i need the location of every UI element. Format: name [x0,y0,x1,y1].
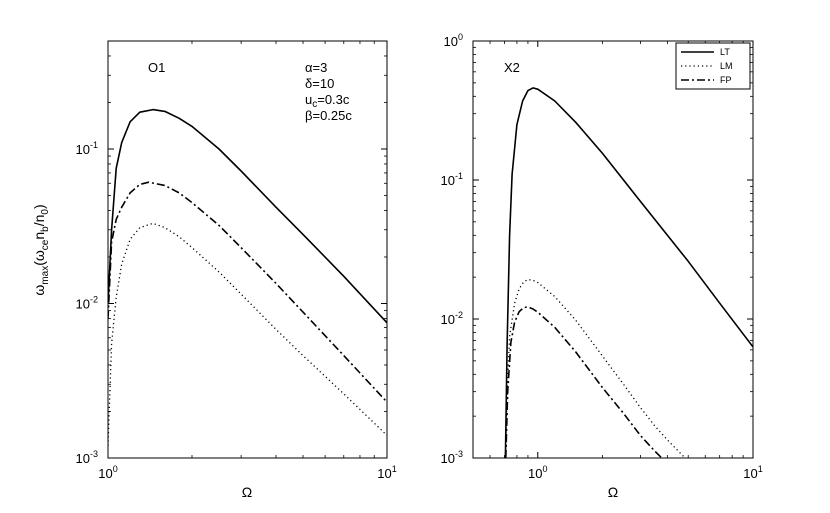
chart-x2: 100 101 10-3 10-2 10-1 100 X2 Ω LT LM FP [441,32,763,500]
x2-series-fp [505,306,663,458]
legend-label-lt: LT [720,47,730,57]
legend-label-lm: LM [720,61,733,71]
o1-series-lt [108,108,387,324]
x2-series-lm [504,278,687,458]
o1-y-tick-label: 10-1 [76,140,98,157]
x2-y-tick-label: 100 [444,32,463,49]
o1-tick-layer: 100 101 10-3 10-2 10-1 [76,41,397,481]
x2-y-tick-label: 10-2 [441,310,463,327]
x2-series-layer [504,87,753,458]
o1-x-axis-label: Ω [242,484,252,500]
o1-param-delta: δ=10 [305,76,334,91]
legend-label-fp: FP [720,75,732,85]
x2-legend-box [675,42,751,90]
x2-x-tick-label: 101 [743,464,762,481]
x2-series-lt [504,87,753,458]
o1-series-lm [108,222,387,446]
x2-legend: LT LM FP [675,42,751,90]
o1-params: α=3 δ=10 uc=0.3c β=0.25c [305,60,352,123]
x2-y-tick-label: 10-3 [441,449,463,466]
o1-x-tick-label: 101 [377,464,396,481]
x2-x-axis-label: Ω [608,484,618,500]
o1-param-alpha: α=3 [305,60,327,75]
o1-y-tick-label: 10-2 [76,294,98,311]
o1-param-beta: β=0.25c [305,108,352,123]
x2-y-tick-label: 10-1 [441,171,463,188]
chart-o1: 100 101 10-3 10-2 10-1 O1 α=3 δ=10 uc=0.3c β… [31,40,397,500]
x2-tick-layer: 100 101 10-3 10-2 10-1 100 [441,32,763,481]
o1-series-layer [108,108,387,446]
y-axis-label: ωmax(ωcenb/n0) [31,204,51,295]
x2-x-tick-label: 100 [528,464,547,481]
o1-x-tick-label: 100 [98,464,117,481]
o1-y-tick-label: 10-3 [76,449,98,466]
x2-panel-label: X2 [504,60,520,75]
o1-plot-frame [107,40,388,459]
o1-param-uc: uc=0.3c [305,92,350,110]
x2-plot-frame [472,40,754,459]
o1-series-fp [108,181,387,403]
o1-panel-label: O1 [148,60,165,75]
